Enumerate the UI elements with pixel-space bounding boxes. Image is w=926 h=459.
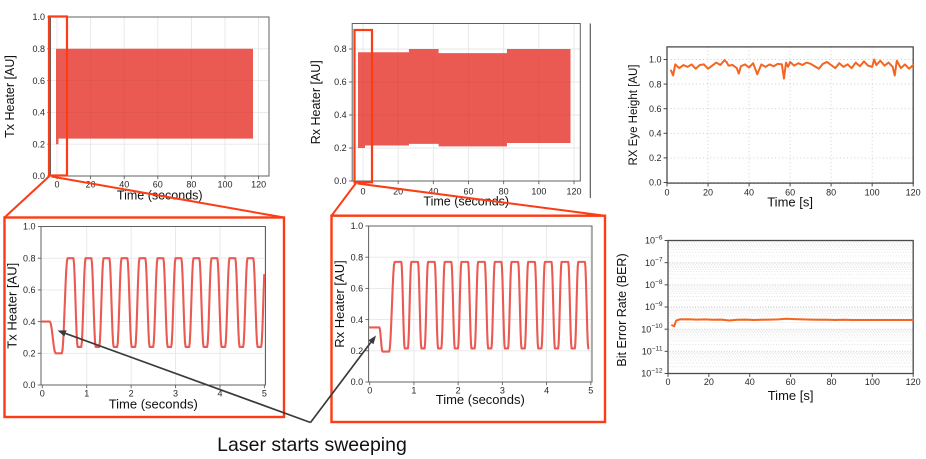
- svg-text:1.0: 1.0: [32, 12, 45, 22]
- svg-text:2: 2: [129, 389, 134, 399]
- svg-text:20: 20: [703, 188, 713, 198]
- svg-text:10−9: 10−9: [645, 301, 663, 312]
- svg-text:1.0: 1.0: [649, 55, 662, 65]
- svg-text:60: 60: [153, 180, 163, 190]
- svg-text:60: 60: [463, 187, 473, 197]
- svg-text:RX Eye Height [AU]: RX Eye Height [AU]: [628, 65, 640, 166]
- svg-text:20: 20: [393, 187, 403, 197]
- svg-text:0.2: 0.2: [32, 139, 45, 149]
- svg-text:120: 120: [906, 377, 921, 387]
- svg-text:0.6: 0.6: [351, 284, 364, 294]
- svg-text:0.2: 0.2: [334, 143, 347, 153]
- svg-text:0: 0: [40, 389, 45, 399]
- svg-text:10−7: 10−7: [645, 257, 663, 268]
- svg-text:0.4: 0.4: [23, 317, 36, 327]
- svg-text:0.0: 0.0: [32, 171, 45, 181]
- svg-text:0: 0: [367, 386, 372, 396]
- svg-text:100: 100: [865, 377, 880, 387]
- svg-text:0.2: 0.2: [23, 349, 36, 359]
- svg-text:0: 0: [54, 180, 59, 190]
- svg-text:Rx Heater [AU]: Rx Heater [AU]: [332, 260, 347, 347]
- svg-text:0.6: 0.6: [23, 285, 36, 295]
- svg-text:0.6: 0.6: [334, 77, 347, 87]
- svg-text:100: 100: [531, 187, 546, 197]
- svg-text:Tx Heater [AU]: Tx Heater [AU]: [3, 55, 17, 138]
- svg-text:0.8: 0.8: [351, 252, 364, 262]
- svg-text:120: 120: [566, 187, 581, 197]
- svg-text:Time [s]: Time [s]: [768, 388, 814, 403]
- svg-text:0.4: 0.4: [32, 108, 45, 118]
- svg-text:10−12: 10−12: [641, 368, 663, 379]
- svg-text:0.0: 0.0: [334, 176, 347, 186]
- svg-text:60: 60: [785, 188, 795, 198]
- svg-text:10−6: 10−6: [645, 235, 663, 246]
- svg-text:1: 1: [84, 389, 89, 399]
- svg-text:0.8: 0.8: [32, 44, 45, 54]
- svg-text:80: 80: [826, 377, 836, 387]
- svg-text:Bit Error Rate (BER): Bit Error Rate (BER): [615, 253, 629, 366]
- svg-text:3: 3: [173, 389, 178, 399]
- svg-text:80: 80: [186, 180, 196, 190]
- svg-text:Time (seconds): Time (seconds): [436, 392, 525, 407]
- svg-text:3: 3: [500, 386, 505, 396]
- svg-text:10−8: 10−8: [645, 279, 663, 290]
- svg-text:40: 40: [428, 187, 438, 197]
- svg-text:0.2: 0.2: [649, 153, 662, 163]
- svg-text:10−11: 10−11: [642, 345, 663, 356]
- svg-text:5: 5: [262, 389, 267, 399]
- svg-text:0.4: 0.4: [351, 315, 364, 325]
- svg-text:1: 1: [411, 386, 416, 396]
- svg-text:100: 100: [865, 188, 880, 198]
- svg-text:1.0: 1.0: [351, 221, 364, 231]
- svg-text:0.4: 0.4: [649, 129, 662, 139]
- svg-text:Time (seconds): Time (seconds): [109, 397, 198, 412]
- svg-text:0.8: 0.8: [649, 79, 662, 89]
- svg-text:4: 4: [544, 386, 549, 396]
- svg-text:60: 60: [786, 377, 796, 387]
- svg-text:80: 80: [826, 188, 836, 198]
- svg-text:0: 0: [665, 377, 670, 387]
- svg-text:2: 2: [456, 386, 461, 396]
- svg-text:0.8: 0.8: [23, 253, 36, 263]
- svg-text:Laser starts sweeping: Laser starts sweeping: [217, 434, 407, 456]
- svg-text:1.0: 1.0: [23, 222, 36, 232]
- svg-text:40: 40: [744, 188, 754, 198]
- svg-text:0.0: 0.0: [351, 377, 364, 387]
- svg-text:0: 0: [360, 187, 365, 197]
- svg-text:0.6: 0.6: [649, 104, 662, 114]
- svg-text:Time [s]: Time [s]: [767, 195, 813, 210]
- svg-text:0.8: 0.8: [334, 44, 347, 54]
- svg-text:20: 20: [704, 377, 714, 387]
- svg-text:Rx Heater [AU]: Rx Heater [AU]: [309, 60, 323, 144]
- svg-text:0.2: 0.2: [351, 346, 364, 356]
- svg-text:40: 40: [119, 180, 129, 190]
- svg-text:80: 80: [499, 187, 509, 197]
- svg-text:0.6: 0.6: [32, 76, 45, 86]
- svg-text:0.4: 0.4: [334, 110, 347, 120]
- svg-text:120: 120: [906, 188, 921, 198]
- svg-text:Time (seconds): Time (seconds): [423, 195, 509, 209]
- svg-text:20: 20: [86, 180, 96, 190]
- svg-text:0.0: 0.0: [23, 380, 36, 390]
- svg-text:5: 5: [588, 386, 593, 396]
- svg-text:120: 120: [251, 180, 266, 190]
- svg-text:0: 0: [664, 188, 669, 198]
- svg-text:4: 4: [217, 389, 222, 399]
- svg-text:10−10: 10−10: [641, 323, 663, 334]
- svg-text:40: 40: [745, 377, 755, 387]
- svg-text:0.0: 0.0: [649, 178, 662, 188]
- svg-text:100: 100: [217, 180, 232, 190]
- svg-text:Tx Heater [AU]: Tx Heater [AU]: [5, 263, 20, 349]
